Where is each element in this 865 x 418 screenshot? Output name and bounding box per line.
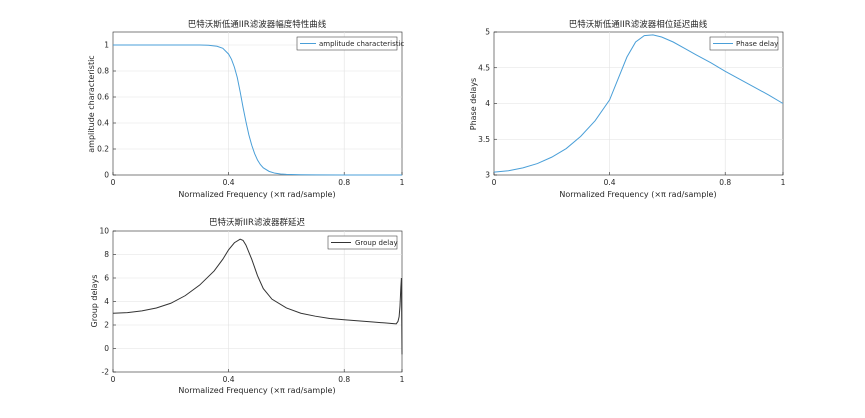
amplitude-legend-box: [296, 36, 398, 51]
amplitude-plot-legend: amplitude characteristic: [296, 36, 404, 51]
amplitude-ytick-label: 0: [104, 171, 109, 180]
amplitude-legend-label: amplitude characteristic: [319, 40, 404, 48]
phase-delay-xtick-label: 1: [781, 178, 786, 187]
phase-delay-plot: 巴特沃斯低通IIR滤波器相位延迟曲线 Normalized Frequency …: [469, 19, 786, 199]
group-delay-ytick-label: 8: [104, 250, 109, 259]
amplitude-plot-title: 巴特沃斯低通IIR滤波器幅度特性曲线: [188, 19, 327, 30]
group-delay-ytick-label: 4: [104, 297, 109, 306]
amplitude-ytick-label: 0.2: [97, 145, 109, 154]
amplitude-ytick-label: 0.8: [97, 67, 109, 76]
amplitude-ytick-label: 1: [104, 41, 109, 50]
phase-delay-plot-xlabel: Normalized Frequency (×π rad/sample): [559, 190, 716, 199]
amplitude-plot-ticks: 0 0.4 0.8 1 0 0.2 0.4 0.6 0.8 1: [97, 41, 405, 188]
group-delay-plot-ylabel: Group delays: [90, 275, 99, 328]
amplitude-xtick-label: 0.4: [223, 178, 235, 187]
phase-delay-plot-legend: Phase delay: [709, 36, 779, 51]
group-delay-ytick-label: 10: [99, 227, 109, 236]
amplitude-series-line: [113, 44, 402, 176]
group-delay-plot-grid: [113, 231, 402, 372]
amplitude-plot: 巴特沃斯低通IIR滤波器幅度特性曲线 Normalized Frequency …: [87, 19, 405, 199]
phase-delay-plot-ticks: 0 0.4 0.8 1 3 3.5 4 4.5 5: [478, 28, 786, 188]
amplitude-plot-ylabel: amplitude characteristic: [87, 55, 96, 152]
group-delay-xtick-label: 1: [400, 375, 405, 384]
group-delay-ytick-label: 6: [104, 274, 109, 283]
phase-delay-ytick-label: 4.5: [478, 63, 490, 72]
phase-delay-legend-label: Phase delay: [736, 40, 778, 48]
phase-delay-series-line: [493, 34, 784, 173]
group-delay-plot: 巴特沃斯IIR滤波器群延迟 Normalized Frequency (×π r…: [90, 217, 405, 395]
amplitude-xtick-label: 0.8: [338, 178, 350, 187]
phase-delay-plot-title: 巴特沃斯低通IIR滤波器相位延迟曲线: [569, 19, 708, 30]
amplitude-ytick-label: 0.6: [97, 93, 109, 102]
phase-delay-ytick-label: 4: [485, 99, 490, 108]
phase-delay-legend-box: [709, 36, 779, 51]
group-delay-plot-title: 巴特沃斯IIR滤波器群延迟: [209, 217, 305, 228]
group-delay-ytick-label: 0: [104, 344, 109, 353]
group-delay-ytick-label: 2: [104, 321, 109, 330]
group-delay-series-line: [112, 238, 403, 355]
phase-delay-xtick-label: 0: [492, 178, 497, 187]
group-delay-plot-xlabel: Normalized Frequency (×π rad/sample): [178, 386, 335, 395]
group-delay-legend-label: Group delay: [355, 239, 398, 247]
phase-delay-ytick-label: 3: [485, 171, 490, 180]
group-delay-legend-box: [327, 235, 398, 250]
group-delay-xtick-label: 0.4: [223, 375, 235, 384]
amplitude-plot-xlabel: Normalized Frequency (×π rad/sample): [178, 190, 335, 199]
phase-delay-ytick-label: 5: [485, 28, 490, 37]
phase-delay-plot-grid: [494, 32, 783, 175]
group-delay-xtick-label: 0: [111, 375, 116, 384]
group-delay-plot-legend: Group delay: [327, 235, 398, 250]
amplitude-ytick-label: 0.4: [97, 119, 109, 128]
phase-delay-ytick-label: 3.5: [478, 135, 490, 144]
amplitude-xtick-label: 0: [111, 178, 116, 187]
phase-delay-xtick-label: 0.4: [604, 178, 616, 187]
amplitude-plot-frame: [112, 31, 403, 176]
phase-delay-xtick-label: 0.8: [719, 178, 731, 187]
phase-delay-plot-ylabel: Phase delays: [469, 78, 478, 130]
amplitude-xtick-label: 1: [400, 178, 405, 187]
group-delay-xtick-label: 0.8: [338, 375, 350, 384]
group-delay-ytick-label: -2: [102, 368, 110, 377]
